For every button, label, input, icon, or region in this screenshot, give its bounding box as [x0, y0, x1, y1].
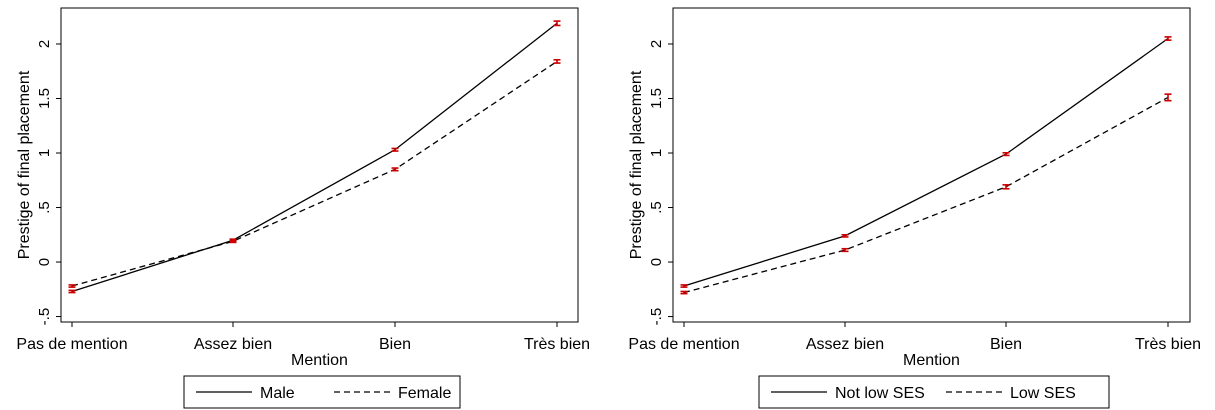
legend: Male Female	[183, 375, 461, 409]
x-tick-label: Très bien	[524, 336, 590, 353]
y-tick-label: 1.5	[36, 88, 53, 109]
series-line-2	[71, 60, 558, 287]
legend-label-2: Female	[398, 385, 451, 402]
error-bar	[68, 284, 76, 288]
x-tick-label: Bien	[379, 336, 411, 353]
x-tick-label: Assez bien	[806, 336, 884, 353]
legend-label-1: Not low SES	[835, 385, 925, 402]
y-tick-label: 2	[36, 40, 53, 48]
y-tick-label: 1	[36, 149, 53, 157]
y-tick-label: 2	[648, 40, 665, 48]
chart-panel-1: -.5 0 .5 1 1.5 2 Pas de mention Assez bien Bien T…	[16, 7, 590, 369]
series-line-1	[683, 38, 1169, 287]
plot-area-frame	[672, 7, 1191, 323]
y-axis-title: Prestige of final placement	[16, 70, 33, 259]
x-tick-label: Bien	[990, 336, 1022, 353]
y-tick-label: 1.5	[648, 88, 665, 109]
error-bar	[229, 239, 237, 244]
error-bar	[1164, 36, 1172, 41]
error-bar	[680, 284, 688, 288]
x-tick-label: Pas de mention	[628, 336, 739, 353]
legend: Not low SES Low SES	[758, 375, 1110, 409]
error-bar	[1002, 151, 1010, 157]
error-bar	[841, 233, 849, 238]
error-bar	[1164, 93, 1172, 102]
y-tick-label: .5	[36, 201, 53, 214]
x-axis-title: Mention	[291, 352, 348, 369]
legend-label-2: Low SES	[1010, 385, 1076, 402]
series-line-2	[683, 96, 1169, 294]
chart-panel-2: -.5 0 .5 1 1.5 2 Pas de mention Assez bien Bien T…	[628, 7, 1201, 369]
x-tick-label: Pas de mention	[16, 336, 127, 353]
y-tick-label: 0	[648, 258, 665, 266]
y-tick-label: -.5	[36, 308, 53, 326]
x-tick-label: Assez bien	[194, 336, 272, 353]
error-bar	[391, 147, 399, 152]
error-bar	[553, 58, 561, 64]
y-tick-label: -.5	[648, 308, 665, 326]
plot-area-frame	[60, 7, 579, 323]
series-line-1	[71, 22, 558, 293]
y-tick-label: 0	[36, 258, 53, 266]
y-axis-title: Prestige of final placement	[628, 70, 645, 259]
y-tick-label: .5	[648, 201, 665, 214]
error-bar	[68, 289, 76, 294]
error-bar	[841, 247, 849, 253]
error-bar	[553, 20, 561, 27]
x-axis-title: Mention	[903, 352, 960, 369]
legend-label-1: Male	[260, 385, 295, 402]
y-tick-label: 1	[648, 149, 665, 157]
error-bar	[391, 167, 399, 172]
x-tick-label: Très bien	[1135, 336, 1201, 353]
error-bar	[680, 290, 688, 295]
error-bar	[1002, 184, 1010, 190]
